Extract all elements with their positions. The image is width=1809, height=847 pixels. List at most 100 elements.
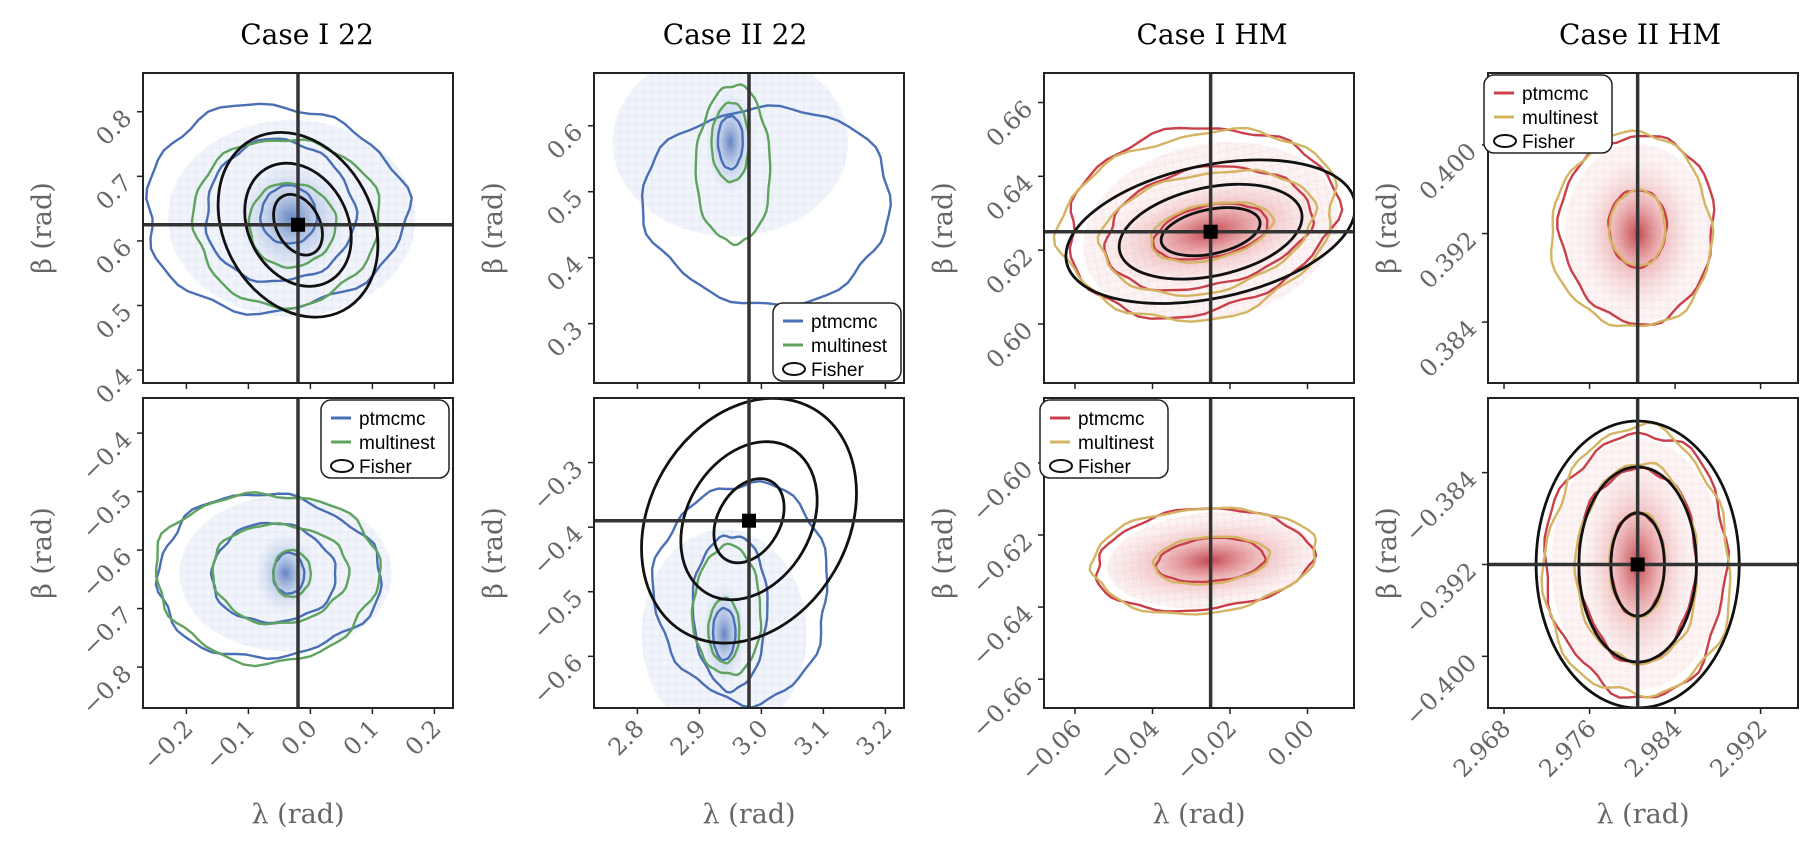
- ptmcmc-contour: [209, 521, 337, 625]
- y-tick-label: 0.5: [541, 184, 588, 231]
- panel-1-3: −0.400 −0.392 −0.384 2.968 2.976 2.984 2.992 β …: [1372, 397, 1799, 830]
- y-axis-label: β (rad): [478, 182, 509, 274]
- y-tick-label: 0.392: [1414, 226, 1482, 294]
- multinest-contour: [1550, 129, 1715, 328]
- multinest-contour: [710, 101, 750, 184]
- legend-multinest-label: multinest: [359, 433, 436, 454]
- panel-frame: [142, 72, 454, 384]
- panel-plot-area: [594, 398, 904, 708]
- y-tick-label: 0.8: [90, 104, 137, 151]
- legend-multinest-label: multinest: [1522, 108, 1599, 129]
- column-title: Case II HM: [1559, 18, 1721, 51]
- y-tick-label: −0.8: [76, 660, 137, 721]
- y-tick-label: −0.6: [527, 649, 588, 710]
- x-tick-label: 2.968: [1448, 714, 1516, 782]
- panel-0-3: 0.384 0.392 0.400 β (rad) ptmcmc multinest Fis…: [1372, 72, 1799, 389]
- y-axis-label: β (rad): [928, 507, 959, 599]
- x-axis-label: λ (rad): [702, 799, 795, 830]
- legend: ptmcmc multinest Fisher: [1483, 74, 1613, 154]
- ptmcmc-contour: [711, 606, 737, 662]
- truth-marker: [1203, 224, 1218, 239]
- y-tick-label: 0.4: [541, 250, 588, 297]
- fisher-ellipse: [712, 477, 786, 565]
- y-tick-label: −0.64: [966, 600, 1038, 672]
- multinest-contour: [211, 522, 351, 626]
- x-tick-label: 0.2: [400, 714, 447, 761]
- multinest-contour: [1052, 126, 1338, 323]
- ptmcmc-contour: [145, 102, 413, 316]
- panel-1-1: −0.6−0.5−0.4−0.3 2.8 2.9 3.0 3.1 3.2 β (rad) λ …: [478, 397, 905, 830]
- legend-ptmcmc-label: ptmcmc: [1522, 84, 1589, 105]
- fisher-ellipse: [243, 161, 353, 288]
- legend-box: [320, 399, 450, 479]
- ptmcmc-contour: [204, 137, 359, 283]
- multinest-contour: [1149, 201, 1276, 264]
- x-tick-label: −0.04: [1093, 714, 1165, 786]
- panel-frame: [593, 397, 905, 709]
- posterior-density-core: [254, 532, 317, 615]
- y-tick-label: 0.7: [90, 169, 137, 216]
- panels-layer: 0.4 0.5 0.6 0.7 0.8 β (rad) 0.3 0.4 0.5 0.6 β (rad…: [27, 72, 1799, 830]
- multinest-contour: [1096, 168, 1319, 298]
- x-tick-label: 2.984: [1619, 714, 1687, 782]
- y-tick-label: 0.64: [981, 169, 1039, 227]
- y-tick-label: −0.60: [966, 455, 1038, 527]
- y-axis-label: β (rad): [27, 182, 58, 274]
- y-tick-label: −0.6: [76, 543, 137, 604]
- x-tick-label: 0.00: [1262, 714, 1320, 772]
- fisher-ellipse: [640, 398, 858, 645]
- y-tick-label: −0.62: [966, 527, 1038, 599]
- fisher-ellipse: [1159, 206, 1262, 258]
- fisher-ellipse: [679, 440, 819, 602]
- legend-ptmcmc-label: ptmcmc: [1078, 409, 1145, 430]
- multinest-contour: [154, 491, 382, 668]
- legend: ptmcmc multinest Fisher: [1039, 399, 1169, 479]
- panel-plot-area: [1088, 398, 1319, 708]
- ptmcmc-contour: [640, 104, 892, 307]
- y-axis-label: β (rad): [27, 507, 58, 599]
- x-tick-label: 2.9: [665, 714, 712, 761]
- x-tick-label: 3.0: [727, 714, 774, 761]
- x-tick-label: −0.02: [1170, 714, 1242, 786]
- ptmcmc-contour: [716, 114, 744, 171]
- fisher-ellipse: [1064, 158, 1354, 305]
- x-tick-label: −0.2: [138, 714, 199, 775]
- panel-frame: [142, 397, 454, 709]
- panel-frame: [1487, 72, 1799, 384]
- legend-Fisher-label: Fisher: [1078, 457, 1131, 478]
- x-tick-label: −0.1: [200, 714, 261, 775]
- fisher-ellipse: [1117, 182, 1304, 281]
- y-tick-label: −0.384: [1400, 465, 1483, 548]
- x-tick-label: 2.976: [1533, 714, 1601, 782]
- legend-box: [1483, 74, 1613, 154]
- legend-fisher-swatch: [782, 362, 806, 376]
- x-tick-label: 2.992: [1704, 714, 1772, 782]
- y-tick-label: 0.60: [981, 316, 1039, 374]
- legend-box: [772, 302, 902, 382]
- y-tick-label: −0.3: [527, 455, 588, 516]
- x-tick-label: 2.8: [603, 714, 650, 761]
- legend-fisher-swatch: [330, 459, 354, 473]
- ptmcmc-contour: [259, 184, 319, 245]
- legend-box: [1039, 399, 1169, 479]
- truth-marker: [742, 513, 756, 528]
- y-tick-label: −0.392: [1400, 557, 1483, 640]
- legend-multinest-label: multinest: [811, 336, 888, 357]
- y-tick-label: −0.400: [1400, 649, 1483, 732]
- x-axis-label: λ (rad): [1596, 799, 1689, 830]
- legend: ptmcmc multinest Fisher: [320, 399, 450, 479]
- x-tick-label: 3.1: [789, 714, 836, 761]
- legend-ptmcmc-label: ptmcmc: [359, 409, 426, 430]
- y-tick-label: −0.66: [966, 672, 1038, 744]
- multinest-contour: [1151, 535, 1272, 586]
- legend-fisher-swatch: [1049, 459, 1073, 473]
- y-tick-label: 0.6: [90, 233, 137, 280]
- panel-plot-area: [143, 73, 453, 383]
- panel-0-1: 0.3 0.4 0.5 0.6 β (rad) ptmcmc multinest Fisher: [478, 72, 905, 389]
- fisher-ellipse: [216, 130, 380, 319]
- panel-plot-area: [1550, 73, 1716, 383]
- column-title: Case II 22: [663, 18, 808, 51]
- x-tick-label: −0.06: [1015, 714, 1087, 786]
- ptmcmc-contour: [650, 480, 829, 708]
